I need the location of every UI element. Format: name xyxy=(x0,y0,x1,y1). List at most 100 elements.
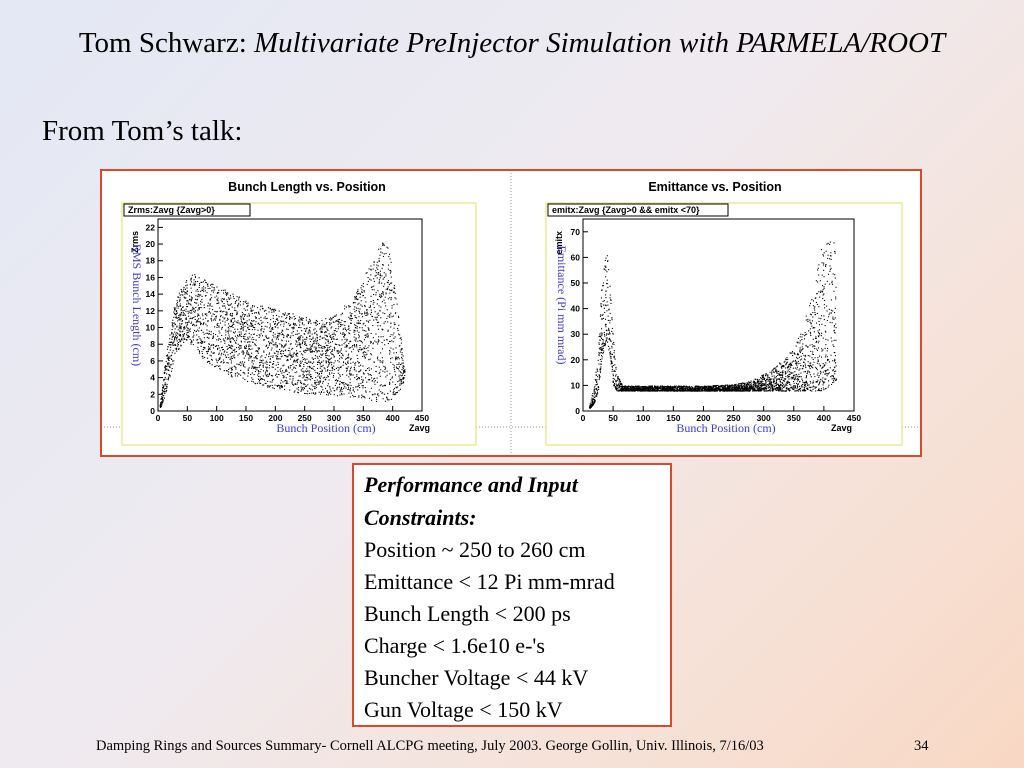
scatter-point xyxy=(169,357,171,359)
scatter-point xyxy=(326,391,328,393)
scatter-point xyxy=(272,387,274,389)
scatter-point xyxy=(348,347,350,349)
scatter-point xyxy=(811,320,813,322)
scatter-point xyxy=(177,348,179,350)
scatter-point xyxy=(218,358,220,360)
scatter-point xyxy=(341,394,343,396)
scatter-point xyxy=(397,356,399,358)
scatter-point xyxy=(277,327,279,329)
scatter-point xyxy=(231,376,233,378)
scatter-point xyxy=(190,310,192,312)
scatter-point xyxy=(242,303,244,305)
scatter-point xyxy=(299,365,301,367)
scatter-point xyxy=(387,343,389,345)
scatter-point xyxy=(310,375,312,377)
scatter-point xyxy=(210,351,212,353)
scatter-point xyxy=(613,350,615,352)
scatter-point xyxy=(363,290,365,292)
scatter-point xyxy=(219,316,221,318)
scatter-point xyxy=(233,317,235,319)
scatter-point xyxy=(212,335,214,337)
scatter-point xyxy=(833,360,835,362)
scatter-point xyxy=(300,362,302,364)
scatter-point xyxy=(287,334,289,336)
scatter-point xyxy=(402,368,404,370)
scatter-point xyxy=(329,323,331,325)
scatter-point xyxy=(827,257,829,259)
scatter-point xyxy=(352,302,354,304)
scatter-point xyxy=(269,385,271,387)
scatter-point xyxy=(355,370,357,372)
scatter-point xyxy=(793,385,795,387)
scatter-point xyxy=(618,385,620,387)
scatter-point xyxy=(761,377,763,379)
scatter-point xyxy=(765,388,767,390)
scatter-point xyxy=(340,325,342,327)
scatter-point xyxy=(199,307,201,309)
scatter-point xyxy=(324,324,326,326)
scatter-point xyxy=(294,361,296,363)
scatter-point xyxy=(167,376,169,378)
scatter-point xyxy=(814,376,816,378)
scatter-point xyxy=(220,347,222,349)
scatter-point xyxy=(221,334,223,336)
scatter-point xyxy=(235,341,237,343)
scatter-point xyxy=(255,339,257,341)
scatter-point xyxy=(245,346,247,348)
scatter-point xyxy=(325,357,327,359)
scatter-point xyxy=(230,297,232,299)
scatter-point xyxy=(371,380,373,382)
scatter-point xyxy=(278,321,280,323)
scatter-point xyxy=(393,389,395,391)
scatter-point xyxy=(744,388,746,390)
scatter-point xyxy=(286,321,288,323)
scatter-point xyxy=(306,368,308,370)
scatter-point xyxy=(650,388,652,390)
scatter-point xyxy=(249,336,251,338)
scatter-point xyxy=(226,311,228,313)
scatter-point xyxy=(251,367,253,369)
scatter-point xyxy=(227,318,229,320)
scatter-point xyxy=(195,321,197,323)
scatter-point xyxy=(179,297,181,299)
scatter-point xyxy=(254,367,256,369)
scatter-point xyxy=(384,371,386,373)
scatter-point xyxy=(219,322,221,324)
scatter-point xyxy=(319,350,321,352)
scatter-point xyxy=(824,381,826,383)
scatter-point xyxy=(247,338,249,340)
scatter-point xyxy=(393,285,395,287)
scatter-point xyxy=(362,395,364,397)
scatter-point xyxy=(306,349,308,351)
scatter-point xyxy=(376,267,378,269)
scatter-point xyxy=(212,336,214,338)
scatter-point xyxy=(334,347,336,349)
scatter-point xyxy=(257,323,259,325)
scatter-point xyxy=(234,307,236,309)
scatter-point xyxy=(311,377,313,379)
scatter-point xyxy=(270,361,272,363)
scatter-point xyxy=(303,388,305,390)
scatter-point xyxy=(815,301,817,303)
scatter-point xyxy=(250,322,252,324)
scatter-point xyxy=(713,388,715,390)
scatter-point xyxy=(168,362,170,364)
scatter-point xyxy=(367,313,369,315)
scatter-point xyxy=(393,365,395,367)
scatter-point xyxy=(187,301,189,303)
scatter-point xyxy=(241,311,243,313)
scatter-point xyxy=(821,262,823,264)
scatter-point xyxy=(162,400,164,402)
scatter-point xyxy=(282,374,284,376)
scatter-point xyxy=(266,370,268,372)
scatter-point xyxy=(754,388,756,390)
scatter-point xyxy=(776,378,778,380)
scatter-point xyxy=(292,363,294,365)
scatter-point xyxy=(216,326,218,328)
scatter-point xyxy=(201,329,203,331)
scatter-point xyxy=(347,366,349,368)
scatter-point xyxy=(306,337,308,339)
scatter-point xyxy=(402,381,404,383)
scatter-point xyxy=(738,383,740,385)
scatter-point xyxy=(312,358,314,360)
